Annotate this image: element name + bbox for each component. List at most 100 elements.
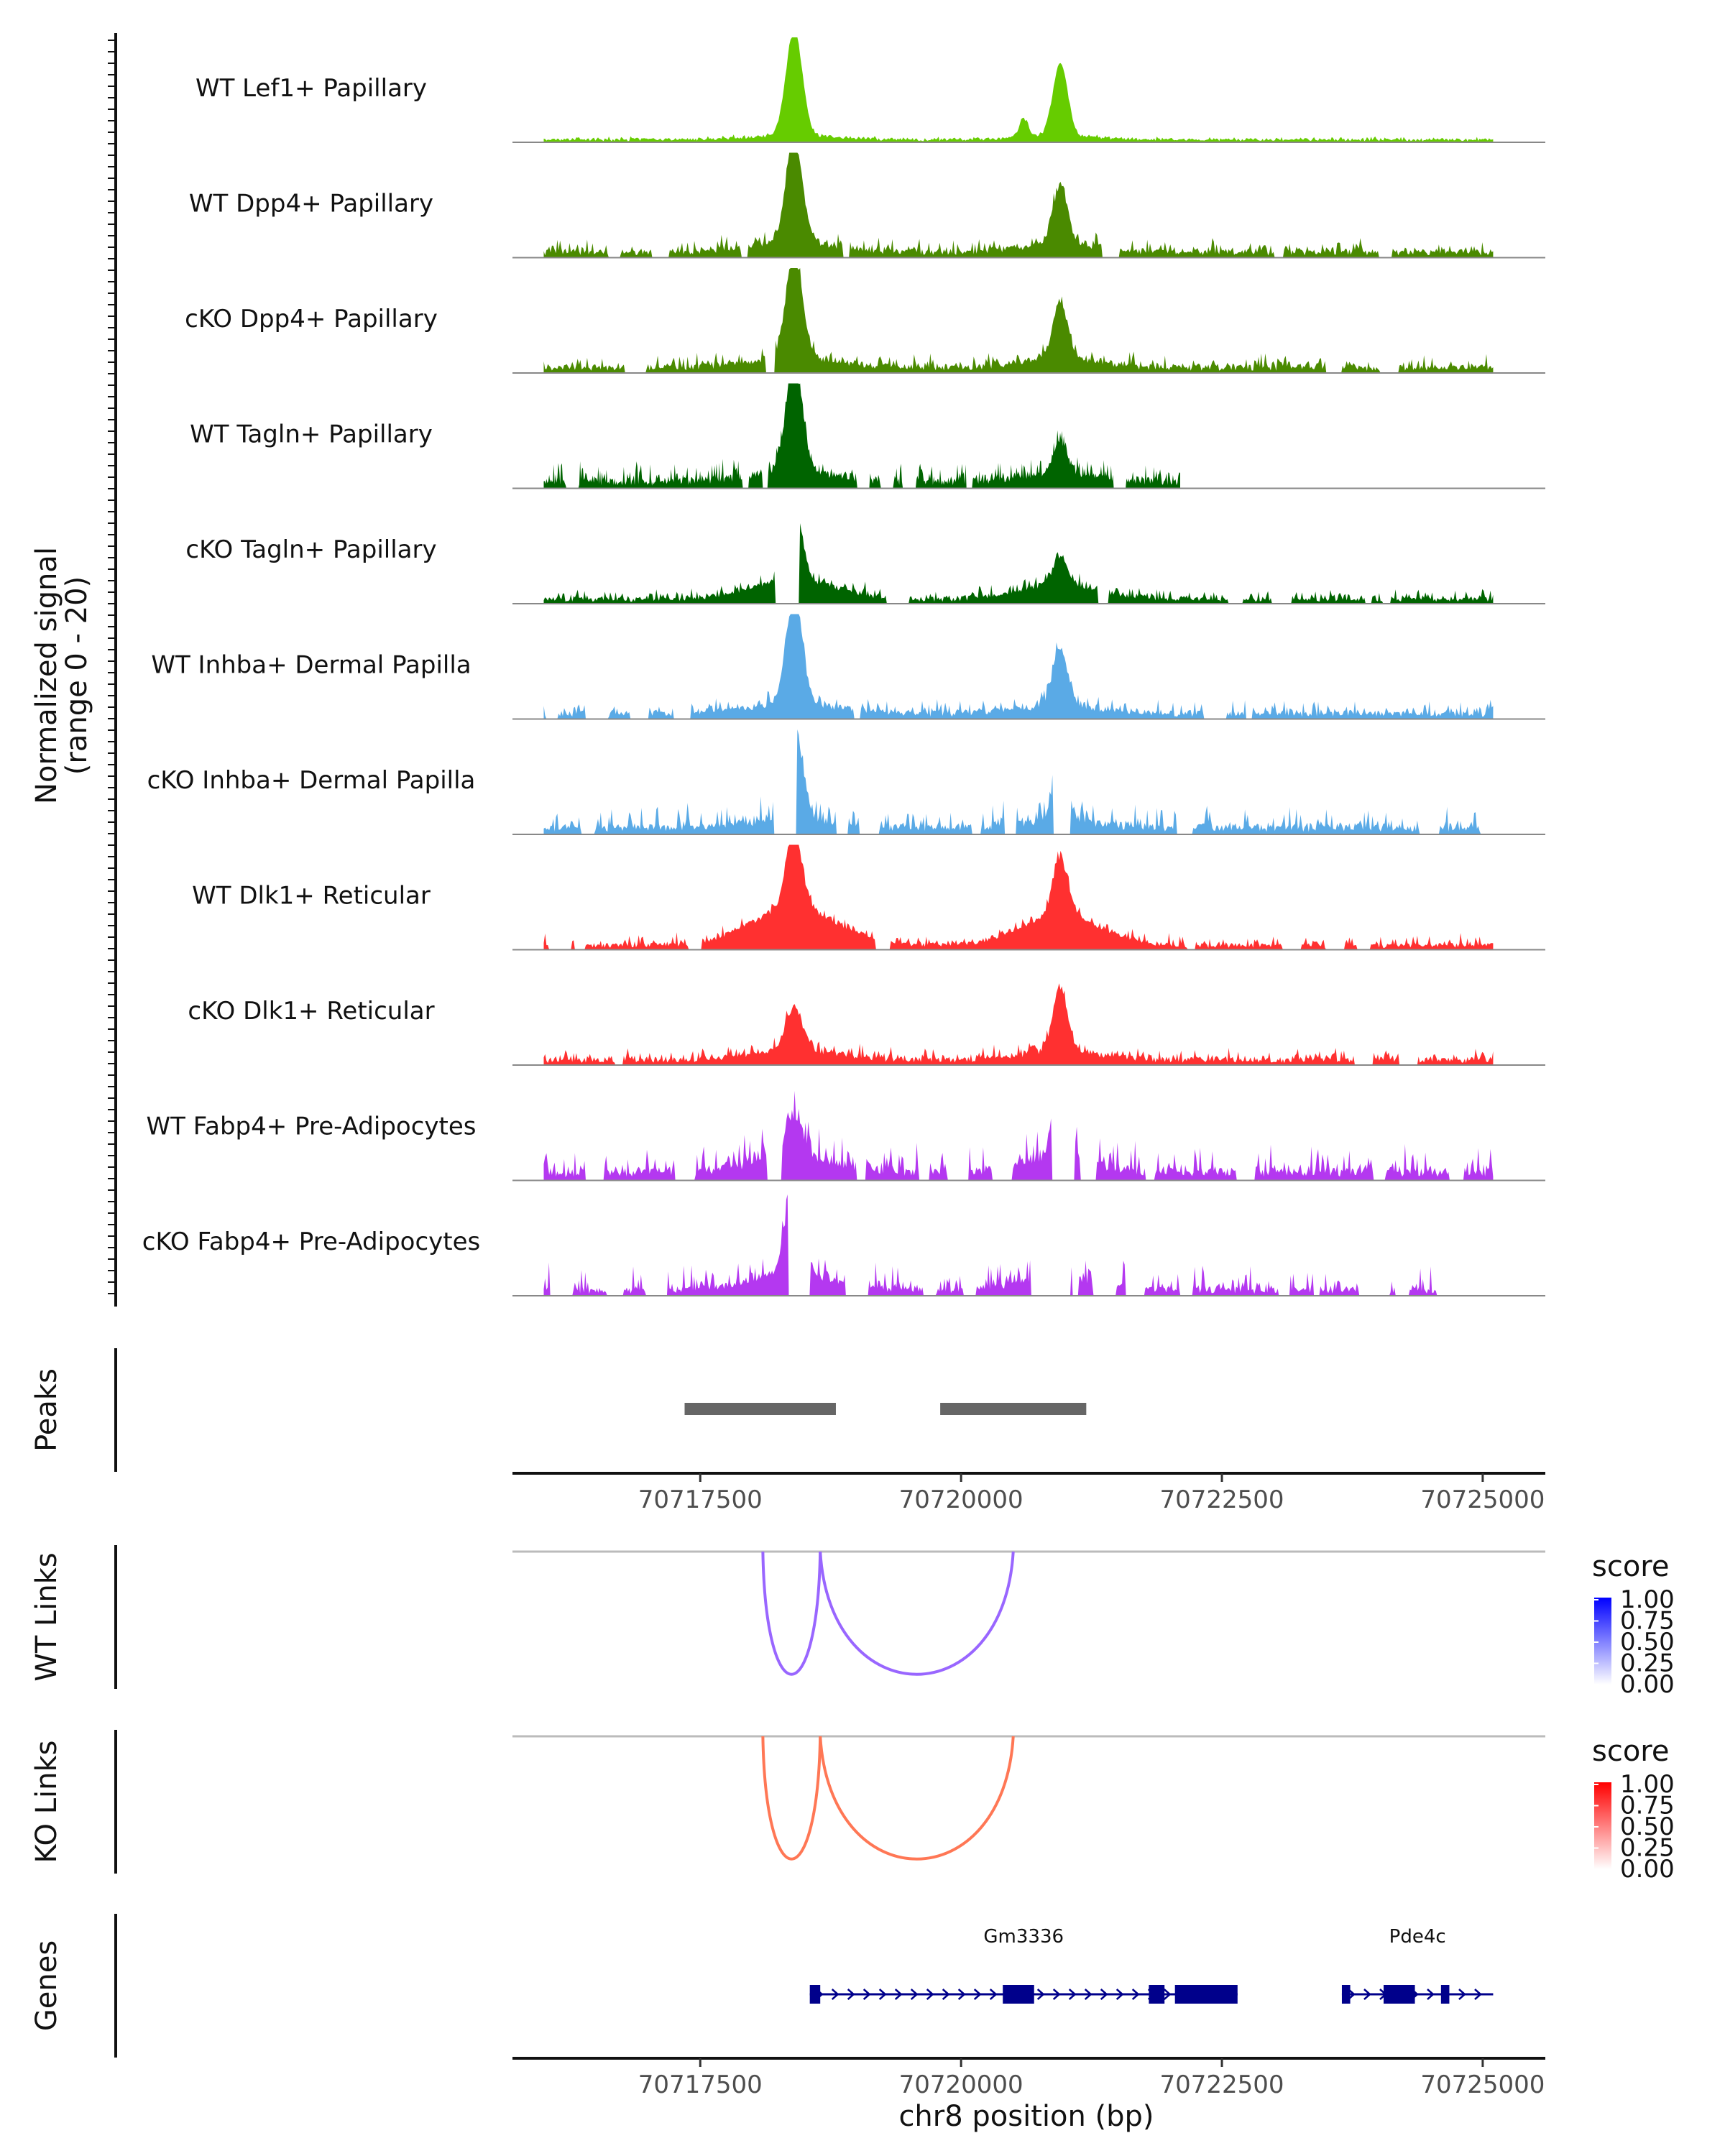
wt-score-legend: score 1.000.750.500.250.00: [1592, 1550, 1675, 1699]
wt-legend-ticks: 1.000.750.500.250.00: [1594, 1585, 1675, 1699]
strand-arrow: [1036, 1989, 1045, 2000]
peak-bar: [940, 1403, 1087, 1415]
track-label: WT Lef1+ Papillary: [196, 74, 427, 103]
strand-arrow: [942, 1989, 950, 2000]
peak-bar: [684, 1403, 836, 1415]
wt-legend-colorbar: [1594, 1598, 1611, 1685]
strand-arrow: [1474, 1989, 1482, 2000]
coverage-track: WT Fabp4+ Pre-Adipocytes: [147, 1090, 1545, 1181]
coverage-area: [543, 523, 1494, 604]
coverage-area: [543, 983, 1494, 1065]
wt-links: [761, 1551, 1015, 1676]
legend-tick-label: 0.75: [1620, 1607, 1675, 1636]
track-label: WT Fabp4+ Pre-Adipocytes: [147, 1112, 477, 1141]
track-label: cKO Fabp4+ Pre-Adipocytes: [142, 1227, 481, 1256]
peaks-track: [684, 1403, 1087, 1415]
gene-name: Pde4c: [1389, 1926, 1446, 1948]
x-axis-label: chr8 position (bp): [898, 2100, 1154, 2133]
track-label: WT Dpp4+ Papillary: [189, 190, 433, 218]
ko-legend-title: score: [1592, 1735, 1669, 1768]
ko-legend-ticks: 1.000.750.500.250.00: [1594, 1770, 1675, 1884]
track-label: cKO Dlk1+ Reticular: [188, 997, 434, 1026]
strand-arrow: [1084, 1989, 1092, 2000]
exon: [1341, 1985, 1351, 2004]
coverage-area: [543, 844, 1494, 950]
strand-arrow: [1163, 1989, 1172, 2000]
strand-arrow: [926, 1989, 934, 2000]
x-tick-label: 70720000: [899, 2070, 1024, 2099]
legend-tick-label: 0.50: [1620, 1628, 1675, 1657]
link-arc: [819, 1736, 1015, 1861]
ko-links-label: KO Links: [30, 1741, 63, 1864]
track-label: cKO Inhba+ Dermal Papilla: [147, 766, 476, 795]
strand-arrow: [1052, 1989, 1061, 2000]
track-label: WT Inhba+ Dermal Papilla: [151, 651, 471, 680]
strand-arrow: [831, 1989, 840, 2000]
strand-arrow: [1068, 1989, 1077, 2000]
x-tick-label: 70720000: [899, 1485, 1024, 1514]
coverage-area: [543, 268, 1494, 373]
genes-x-axis-ticks: 70717500 70720000 70722500 70725000: [638, 2058, 1545, 2099]
strand-arrow: [1348, 1989, 1356, 2000]
strand-arrow: [1427, 1989, 1435, 2000]
exon: [1384, 1985, 1415, 2004]
strand-arrow: [847, 1989, 855, 2000]
gene: Gm3336: [809, 1926, 1238, 2004]
legend-tick-label: 0.75: [1620, 1792, 1675, 1820]
strand-arrow: [878, 1989, 887, 2000]
track-label: cKO Tagln+ Papillary: [185, 535, 436, 564]
x-tick-label: 70722500: [1159, 1485, 1284, 1514]
genes-track: Gm3336 Pde4c: [809, 1926, 1494, 2004]
ko-links: [761, 1736, 1015, 1861]
coverage-area: [543, 1194, 1452, 1296]
exon: [1174, 1985, 1238, 2004]
x-tick-label: 70725000: [1420, 1485, 1545, 1514]
signal-y-label: Normalized signal: [30, 547, 63, 804]
genes-label: Genes: [30, 1940, 63, 2031]
coverage-area: [543, 729, 1494, 834]
coverage-track: WT Lef1+ Papillary: [196, 37, 1545, 143]
legend-tick-label: 0.25: [1620, 1834, 1675, 1863]
signal-y-label-range: (range 0 - 20): [60, 576, 93, 775]
gene-name: Gm3336: [983, 1926, 1064, 1948]
coverage-track: WT Dpp4+ Papillary: [189, 152, 1545, 259]
coverage-track: cKO Fabp4+ Pre-Adipocytes: [142, 1194, 1545, 1296]
peaks-label: Peaks: [30, 1368, 63, 1452]
wt-legend-title: score: [1592, 1550, 1669, 1583]
peaks-x-axis-ticks: 70717500 70720000 70722500 70725000: [638, 1473, 1545, 1514]
legend-tick-label: 0.00: [1620, 1855, 1675, 1884]
coverage-track: cKO Dpp4+ Papillary: [185, 268, 1545, 374]
coverage-track: WT Tagln+ Papillary: [190, 383, 1545, 489]
x-tick-label: 70717500: [638, 1485, 763, 1514]
track-label: WT Dlk1+ Reticular: [192, 882, 431, 911]
gene: Pde4c: [1341, 1926, 1494, 2004]
strand-arrow: [862, 1989, 871, 2000]
wt-links-label: WT Links: [30, 1552, 63, 1681]
coverage-area: [543, 37, 1494, 142]
coverage-track: cKO Inhba+ Dermal Papilla: [147, 729, 1545, 835]
legend-tick-label: 0.50: [1620, 1812, 1675, 1841]
legend-tick-label: 0.25: [1620, 1649, 1675, 1678]
strand-arrow: [957, 1989, 966, 2000]
coverage-area: [543, 614, 1494, 719]
link-arc: [761, 1551, 822, 1676]
coverage-track: cKO Tagln+ Papillary: [185, 523, 1545, 604]
exon: [1003, 1985, 1034, 2004]
strand-arrow: [1116, 1989, 1124, 2000]
strand-arrow: [894, 1989, 903, 2000]
coverage-area: [543, 152, 1494, 258]
exon: [1440, 1985, 1450, 2004]
legend-tick-label: 1.00: [1620, 1585, 1675, 1614]
ko-score-legend: score 1.000.750.500.250.00: [1592, 1735, 1675, 1884]
x-tick-label: 70725000: [1420, 2070, 1545, 2099]
strand-arrow: [973, 1989, 982, 2000]
coverage-track: WT Inhba+ Dermal Papilla: [151, 614, 1545, 720]
link-arc: [819, 1551, 1015, 1676]
legend-tick-label: 1.00: [1620, 1770, 1675, 1799]
track-label: cKO Dpp4+ Papillary: [185, 305, 438, 333]
coverage-track: WT Dlk1+ Reticular: [192, 844, 1545, 951]
ko-legend-colorbar: [1594, 1782, 1611, 1869]
track-label: WT Tagln+ Papillary: [190, 420, 433, 449]
coverage-track: cKO Dlk1+ Reticular: [188, 983, 1545, 1066]
